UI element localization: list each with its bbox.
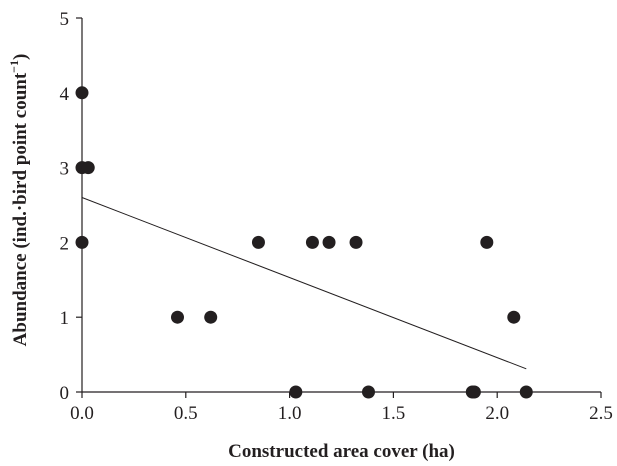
- y-axis-title-superscript: −1: [7, 60, 21, 73]
- data-point: [480, 235, 494, 249]
- data-point: [251, 235, 265, 249]
- x-tick-label: 0.0: [70, 403, 94, 424]
- x-ticks: 0.0 0.5 1.0 1.5 2.0 2.5: [70, 392, 613, 424]
- trend-line: [81, 197, 527, 370]
- y-axis-title: Abundance (ind.·bird point count−1): [7, 54, 31, 347]
- y-tick-label: 3: [60, 159, 70, 180]
- data-point: [170, 310, 184, 324]
- data-point: [289, 385, 303, 399]
- y-tick-label: 1: [60, 308, 70, 329]
- axes: [81, 18, 601, 393]
- x-tick-label: 0.5: [174, 403, 198, 424]
- x-axis-title: Constructed area cover (ha): [228, 441, 455, 462]
- data-point: [322, 235, 336, 249]
- x-tick-label: 2.0: [485, 403, 509, 424]
- data-point: [81, 161, 95, 175]
- y-tick-label: 4: [60, 84, 70, 105]
- data-point: [361, 385, 375, 399]
- x-tick-label: 1.0: [278, 403, 302, 424]
- data-point: [349, 235, 363, 249]
- data-points: [75, 86, 533, 399]
- data-point: [75, 235, 89, 249]
- data-point: [75, 86, 89, 100]
- y-tick-label: 2: [60, 233, 70, 254]
- x-tick-label: 1.5: [382, 403, 406, 424]
- y-tick-label: 5: [60, 9, 70, 30]
- data-point: [204, 310, 218, 324]
- data-point: [305, 235, 319, 249]
- data-point: [519, 385, 533, 399]
- y-ticks: 0 1 2 3 4 5: [60, 9, 82, 404]
- y-tick-label: 0: [60, 383, 70, 404]
- y-axis-title-main: Abundance (ind.·bird point count: [10, 72, 31, 346]
- x-tick-label: 2.5: [589, 403, 613, 424]
- y-axis-title-close: ): [10, 54, 31, 60]
- data-point: [507, 310, 521, 324]
- data-point: [467, 385, 481, 399]
